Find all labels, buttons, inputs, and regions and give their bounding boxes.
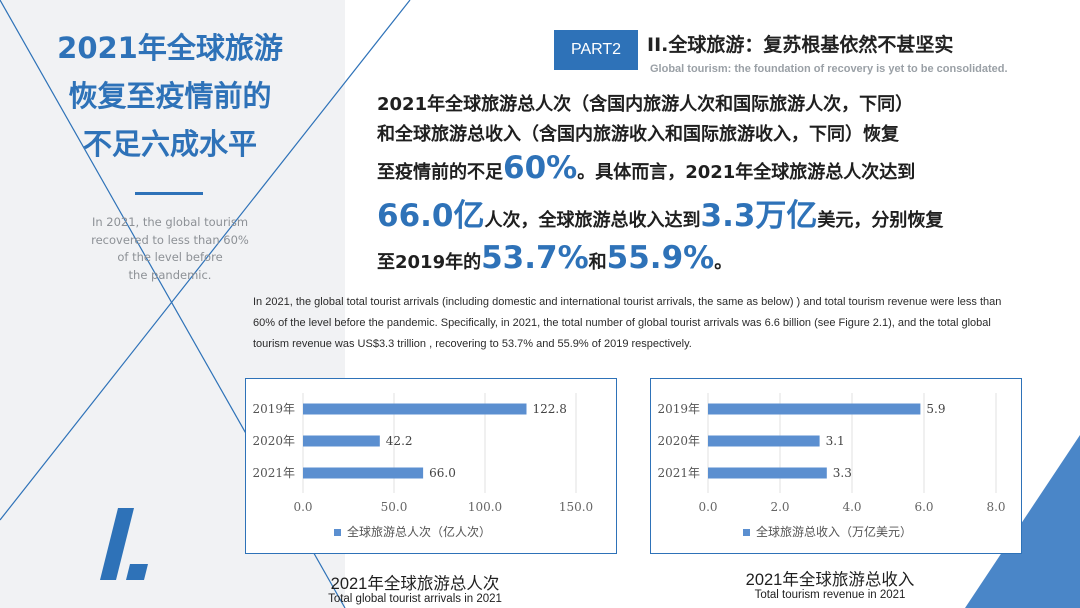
- bar: [708, 403, 921, 415]
- x-tick-label: 150.0: [559, 500, 593, 514]
- left-title-line: 不足六成水平: [82, 127, 257, 161]
- body-line: 2021年全球旅游总人次（含国内旅游人次和国际旅游人次，下同）: [377, 94, 914, 115]
- body-chinese: 2021年全球旅游总人次（含国内旅游人次和国际旅游人次，下同） 和全球旅游总收入…: [377, 90, 1007, 280]
- left-subtitle-line: the pandemic.: [128, 267, 212, 282]
- left-title-line: 恢复至疫情前的: [68, 79, 272, 113]
- x-tick-label: 4.0: [842, 500, 861, 514]
- data-label: 66.0: [429, 466, 456, 480]
- logo-slash-icon: [100, 508, 148, 580]
- category-label: 2020年: [252, 434, 295, 448]
- bar: [303, 403, 527, 415]
- chart1-caption-en: Total global tourist arrivals in 2021: [328, 593, 502, 605]
- body-line: 66.0亿人次，全球旅游总收入达到3.3万亿美元，分别恢复: [377, 190, 1007, 240]
- body-text: 和: [588, 252, 607, 273]
- category-label: 2021年: [252, 466, 295, 480]
- legend-swatch: [334, 529, 341, 536]
- x-tick-label: 8.0: [986, 500, 1005, 514]
- left-subtitle-line: recovered to less than 60%: [91, 232, 249, 247]
- x-tick-label: 0.0: [293, 500, 312, 514]
- body-line: 至疫情前的不足60%。具体而言，2021年全球旅游总人次达到: [377, 150, 1007, 190]
- highlight-figure: 55.9%: [606, 240, 715, 276]
- body-text: 美元，分别恢复: [817, 210, 944, 231]
- category-label: 2019年: [657, 402, 700, 416]
- body-text: 。: [714, 252, 733, 273]
- left-subtitle: In 2021, the global tourism recovered to…: [70, 214, 270, 284]
- highlight-figure: 60%: [503, 150, 578, 186]
- x-tick-label: 50.0: [381, 500, 408, 514]
- body-text: 至疫情前的不足: [377, 162, 503, 183]
- highlight-figure: 3.3万亿: [700, 198, 818, 234]
- chart-svg: 0.0 2.0 4.0 6.0 8.0 2019年 5.9 2020年 3.1 2021年 3.3 全…: [657, 393, 1006, 539]
- bar: [708, 435, 820, 447]
- data-label: 5.9: [926, 402, 945, 416]
- left-title: 2021年全球旅游 恢复至疫情前的 不足六成水平: [30, 24, 310, 168]
- bar: [303, 467, 424, 479]
- bar: [303, 435, 380, 447]
- body-text: 。具体而言，2021年全球旅游总人次达到: [577, 162, 916, 183]
- left-subtitle-line: of the level before: [117, 250, 223, 264]
- x-tick-label: 6.0: [914, 500, 933, 514]
- body-text: 至2019年的: [377, 252, 482, 273]
- data-label: 42.2: [386, 434, 413, 448]
- x-tick-label: 100.0: [468, 500, 502, 514]
- body-english: In 2021, the global total tourist arriva…: [253, 296, 1002, 350]
- section-heading: II.全球旅游：复苏根基依然不甚坚实: [647, 34, 954, 56]
- left-title-line: 2021年全球旅游: [57, 31, 283, 65]
- corner-triangle: [965, 435, 1080, 608]
- highlight-figure: 53.7%: [481, 240, 589, 276]
- left-subtitle-line: In 2021, the global tourism: [91, 215, 249, 229]
- chart2-caption-en: Total tourism revenue in 2021: [754, 589, 906, 601]
- data-label: 3.3: [833, 466, 852, 480]
- bar: [708, 467, 827, 479]
- highlight-figure: 66.0亿: [377, 198, 485, 234]
- section-subheading: Global tourism: the foundation of recove…: [650, 63, 1008, 75]
- chart1-caption: 2021年全球旅游总人次: [330, 575, 500, 593]
- chart-tourist-arrivals: 0.0 50.0 100.0 150.0 2019年 122.8 2020年 42.2 2021…: [245, 378, 617, 554]
- legend-label: 全球旅游总人次（亿人次）: [347, 524, 491, 539]
- data-label: 122.8: [532, 402, 566, 416]
- data-label: 3.1: [826, 434, 845, 448]
- chart-svg: 0.0 50.0 100.0 150.0 2019年 122.8 2020年 42.2 2021…: [252, 393, 593, 539]
- body-text: 人次，全球旅游总收入达到: [484, 210, 701, 231]
- x-tick-label: 2.0: [770, 500, 789, 514]
- chart2-caption: 2021年全球旅游总收入: [745, 571, 915, 589]
- category-label: 2021年: [657, 466, 700, 480]
- category-label: 2020年: [657, 434, 700, 448]
- part-badge: PART2: [554, 30, 638, 70]
- category-label: 2019年: [252, 402, 295, 416]
- body-line: 和全球旅游总收入（含国内旅游收入和国际旅游收入，下同）恢复: [377, 124, 899, 145]
- title-divider: [135, 192, 203, 195]
- legend-swatch: [743, 529, 750, 536]
- chart-tourism-revenue: 0.0 2.0 4.0 6.0 8.0 2019年 5.9 2020年 3.1 2021年 3.3 全…: [650, 378, 1022, 554]
- body-line: 至2019年的53.7%和55.9%。: [377, 240, 1007, 280]
- x-tick-label: 0.0: [698, 500, 717, 514]
- legend-label: 全球旅游总收入（万亿美元）: [756, 524, 912, 539]
